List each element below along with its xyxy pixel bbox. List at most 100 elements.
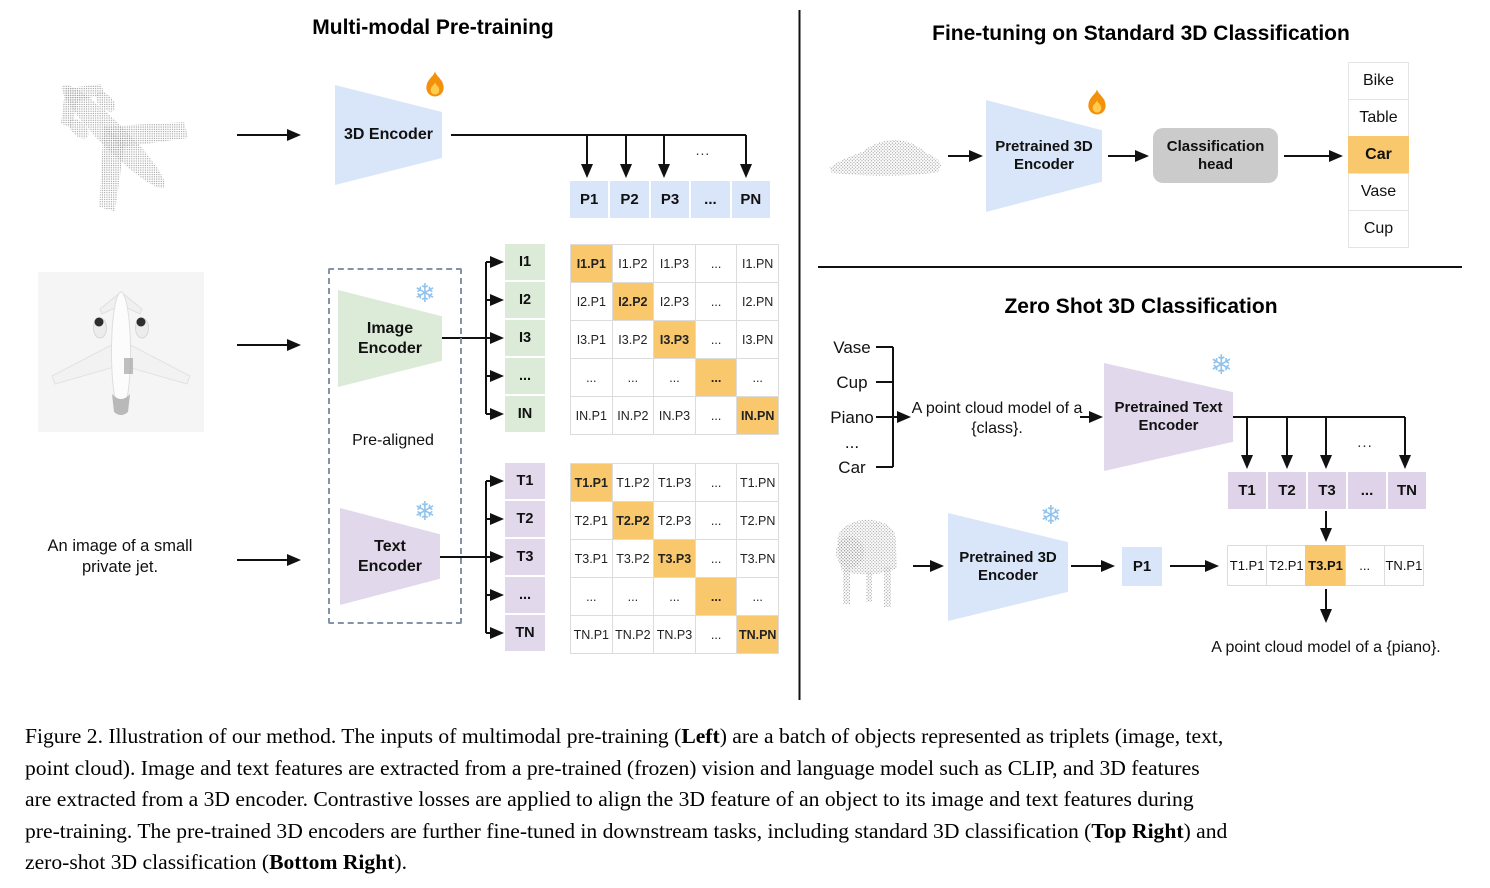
zs-class-list-item: Vase bbox=[833, 338, 871, 357]
i-matrix-cell: I2.P3 bbox=[654, 283, 696, 321]
snowflake-icon: ❄ bbox=[414, 278, 436, 308]
t-matrix: T1.P1 T1.P2 T1.P3... T1.PN T2.P1 T2.P2 T2.P3..… bbox=[570, 463, 779, 654]
caption-line: zero-shot 3D classification (Bottom Righ… bbox=[25, 850, 408, 874]
ft-class-list-item: Table bbox=[1348, 99, 1409, 137]
i-matrix-cell: ... bbox=[612, 359, 655, 397]
airplane-point-cloud-image bbox=[61, 84, 189, 212]
p-row-item: P1 bbox=[570, 181, 609, 218]
zeroshot-title: Zero Shot 3D Classification bbox=[1004, 295, 1278, 318]
i-matrix-cell: I2.P1 bbox=[571, 283, 613, 321]
t-matrix-cell: TN.P1 bbox=[571, 616, 613, 654]
ft-class-list-item: Vase bbox=[1348, 173, 1409, 211]
i-matrix-cell: I3.P2 bbox=[612, 321, 655, 359]
t-matrix-cell: T2.P2 bbox=[612, 502, 655, 540]
zs-tp-row-item: T3.P1 bbox=[1305, 545, 1346, 586]
zs-class-list-item: Piano bbox=[830, 408, 874, 427]
i-labels-item: I3 bbox=[505, 320, 545, 356]
i-matrix-cell: I3.P3 bbox=[654, 321, 696, 359]
zs-t-row-item: T2 bbox=[1268, 472, 1306, 509]
pretrained-3d-encoder-label: Pretrained 3D Encoder bbox=[995, 138, 1093, 173]
t-matrix-cell: T3.PN bbox=[737, 540, 779, 578]
zs-t-row-ellipsis: ... bbox=[1357, 434, 1373, 451]
zs-class-list-item: Car bbox=[838, 458, 866, 477]
pretraining-title: Multi-modal Pre-training bbox=[312, 16, 554, 39]
zs-t-row-item: TN bbox=[1388, 472, 1426, 509]
ft-class-list: Bike Table Car Vase Cup bbox=[1348, 62, 1409, 248]
t-matrix-cell: T2.PN bbox=[737, 502, 779, 540]
text-encoder-label: Text Encoder bbox=[357, 538, 422, 575]
pre-aligned-label: Pre-aligned bbox=[352, 432, 434, 449]
i-matrix-cell: ... bbox=[737, 359, 779, 397]
t-labels-item: T1 bbox=[505, 463, 545, 499]
zs-tp-row-item: ... bbox=[1344, 545, 1385, 586]
i-matrix-cell: ... bbox=[695, 321, 738, 359]
i-matrix-cell: I1.P1 bbox=[571, 245, 613, 283]
caption-line: pre-training. The pre-trained 3D encoder… bbox=[25, 818, 1228, 843]
i-labels-item: I1 bbox=[505, 244, 545, 280]
t-matrix-cell: T1.P3 bbox=[654, 464, 696, 502]
i-labels: I1 I2 I3... IN bbox=[505, 244, 545, 432]
zs-t-row-item: ... bbox=[1348, 472, 1386, 509]
t-labels-item: T2 bbox=[505, 501, 545, 537]
zs-t-row-item: T3 bbox=[1308, 472, 1346, 509]
image-encoder-label: Image Encoder bbox=[357, 320, 422, 357]
i-matrix: I1.P1 I1.P2 I1.P3... I1.PN I2.P1 I2.P2 I2.P3..… bbox=[570, 244, 779, 435]
t-matrix-cell: ... bbox=[695, 502, 738, 540]
p-row-item: P3 bbox=[650, 181, 690, 218]
airplane-photo bbox=[38, 272, 204, 432]
t-labels: T1 T2 T3... TN bbox=[505, 463, 545, 651]
i-matrix-cell: ... bbox=[695, 359, 738, 397]
snowflake-icon: ❄ bbox=[1210, 350, 1233, 380]
i-matrix-cell: I1.P3 bbox=[654, 245, 696, 283]
i-matrix-cell: I3.PN bbox=[737, 321, 779, 359]
classification-head-label: Classification head bbox=[1166, 137, 1265, 173]
ft-class-list-item: Bike bbox=[1348, 62, 1409, 100]
p-row-item: PN bbox=[731, 181, 771, 218]
zs-tp-row-item: TN.P1 bbox=[1383, 545, 1425, 586]
figure-connectors bbox=[237, 10, 1462, 700]
i-labels-item: ... bbox=[505, 358, 545, 394]
caption-line: Figure 2. Illustration of our method. Th… bbox=[25, 724, 1224, 748]
zs-tp-row-item: T2.P1 bbox=[1266, 545, 1307, 586]
i-matrix-cell: I1.P2 bbox=[612, 245, 655, 283]
zs-t-row-item: T1 bbox=[1228, 472, 1266, 509]
t-matrix-cell: ... bbox=[737, 578, 779, 616]
figure-caption: Figure 2. Illustration of our method. Th… bbox=[25, 724, 1475, 882]
p1-feature-box: P1 bbox=[1122, 547, 1162, 586]
t-matrix-cell: T3.P1 bbox=[571, 540, 613, 578]
i-matrix-cell: IN.P1 bbox=[571, 397, 613, 435]
t-matrix-cell: ... bbox=[571, 578, 613, 616]
t-labels-item: TN bbox=[505, 615, 545, 651]
zs-tp-row-item: T1.P1 bbox=[1227, 545, 1268, 586]
zs-class-list-item: ... bbox=[844, 433, 860, 452]
snowflake-icon: ❄ bbox=[1040, 500, 1062, 530]
snowflake-icon: ❄ bbox=[414, 496, 436, 526]
caption-line: are extracted from a 3D encoder. Contras… bbox=[25, 787, 1194, 811]
t-matrix-cell: T3.P3 bbox=[654, 540, 696, 578]
flame-icon bbox=[1088, 89, 1106, 115]
i-matrix-cell: IN.PN bbox=[737, 397, 779, 435]
i-labels-item: I2 bbox=[505, 282, 545, 318]
i-matrix-cell: I2.P2 bbox=[612, 283, 655, 321]
t-matrix-cell: ... bbox=[612, 578, 655, 616]
t-matrix-cell: T1.PN bbox=[737, 464, 779, 502]
t-matrix-cell: ... bbox=[654, 578, 696, 616]
i-matrix-cell: I2.PN bbox=[737, 283, 779, 321]
t-matrix-cell: T2.P1 bbox=[571, 502, 613, 540]
t-labels-item: T3 bbox=[505, 539, 545, 575]
i-matrix-cell: ... bbox=[695, 397, 738, 435]
i-matrix-cell: ... bbox=[654, 359, 696, 397]
pretrained-text-encoder-label: Pretrained Text Encoder bbox=[1114, 399, 1223, 434]
t-matrix-cell: TN.PN bbox=[737, 616, 779, 654]
p-row-ellipsis: ... bbox=[695, 142, 711, 158]
piano-point-cloud-image bbox=[836, 519, 897, 607]
finetuning-title: Fine-tuning on Standard 3D Classificatio… bbox=[932, 22, 1350, 45]
zs-result-prompt: A point cloud model of a {piano}. bbox=[1211, 639, 1441, 656]
t-matrix-cell: T3.P2 bbox=[612, 540, 655, 578]
i-matrix-cell: ... bbox=[695, 283, 738, 321]
car-point-cloud-image bbox=[829, 140, 941, 176]
classification-head-block: Classification head bbox=[1153, 128, 1278, 183]
p-row-item: ... bbox=[691, 181, 730, 218]
i-matrix-cell: IN.P2 bbox=[612, 397, 655, 435]
